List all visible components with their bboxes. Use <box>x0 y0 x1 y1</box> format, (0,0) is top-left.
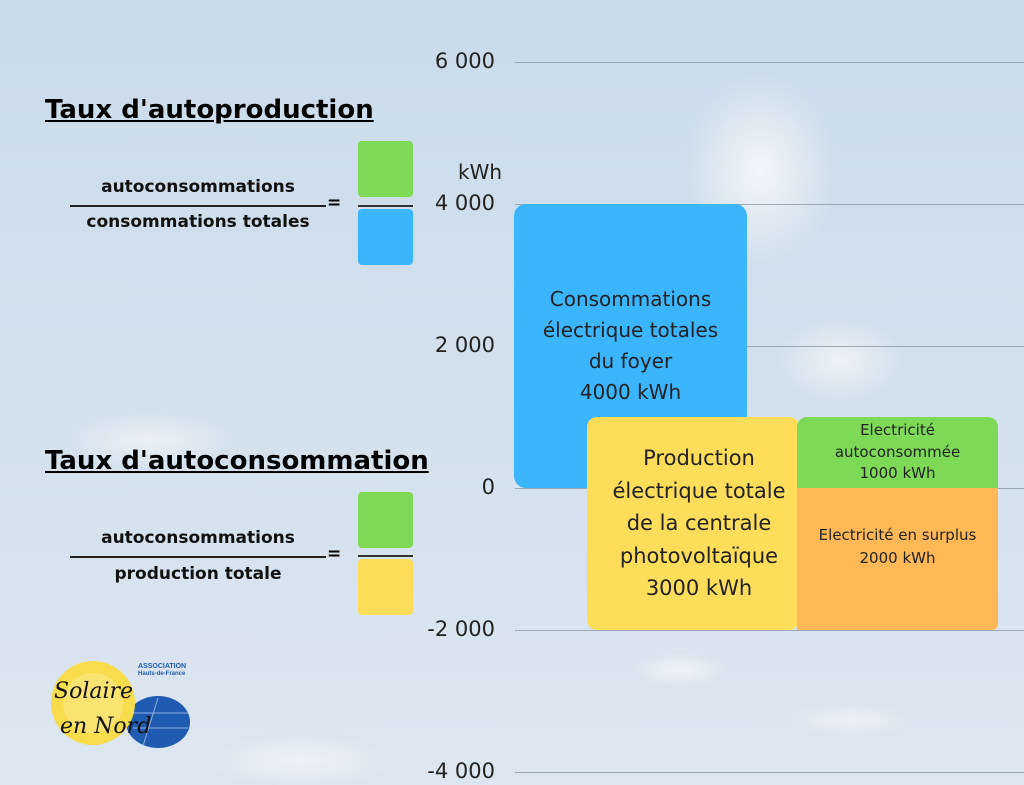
y-tick-label: -4 000 <box>427 759 495 783</box>
bar-label-line: autoconsommée <box>834 442 961 461</box>
bar-label-line: Electricité <box>860 420 935 439</box>
fraction-line <box>70 205 326 207</box>
logo-association: ASSOCIATION <box>138 663 187 670</box>
svg-text:Solaire: Solaire <box>54 679 133 704</box>
self-consumed-swatch <box>358 141 413 197</box>
bar-label-line: Production <box>643 446 755 471</box>
bar-label-line: Electricité en surplus <box>818 526 977 544</box>
gridline <box>515 772 1024 773</box>
logo-region: Hauts-de-France <box>138 671 186 677</box>
autoproduction-numerator: autoconsommations <box>101 177 295 197</box>
autoproduction-denominator: consommations totales <box>86 212 310 232</box>
bar-label-line: de la centrale <box>626 511 772 536</box>
bar-production: Production électrique totale de la central… <box>587 417 799 630</box>
y-tick-label: -2 000 <box>427 617 495 641</box>
bar-label-line: électrique totale <box>612 478 786 503</box>
autoconsommation-numerator: autoconsommations <box>101 528 295 548</box>
logo: Solaire en Nord ASSOCIATION Hauts-de-Fra… <box>48 658 198 753</box>
self-consumed-swatch <box>358 492 413 548</box>
y-tick-label: 6 000 <box>434 49 495 73</box>
consumption-swatch <box>358 209 413 265</box>
production-swatch <box>358 559 413 615</box>
autoconsommation-denominator: production totale <box>114 564 282 584</box>
bar-label-line: électrique totales <box>542 318 719 342</box>
bar-label-line: photovoltaïque <box>619 543 779 568</box>
bar-surplus: Electricité en surplus 2000 kWh <box>797 488 998 630</box>
y-tick-label: 0 <box>481 475 495 499</box>
autoconsommation-title: Taux d'autoconsommation <box>45 446 429 476</box>
gridline <box>515 204 1024 205</box>
y-axis-label: kWh <box>458 160 503 184</box>
gridline <box>515 630 1024 631</box>
autoproduction-title: Taux d'autoproduction <box>45 95 374 125</box>
svg-text:en Nord: en Nord <box>60 714 151 739</box>
bar-label-line: 3000 kWh <box>645 576 753 601</box>
y-tick-label: 4 000 <box>434 191 495 215</box>
gridline <box>515 62 1024 63</box>
bar-label-line: 4000 kWh <box>579 380 682 404</box>
bar-self-consumed: Electricité autoconsommée 1000 kWh <box>797 417 998 488</box>
gridline <box>515 346 1024 347</box>
fraction-line <box>70 556 326 558</box>
logo-graphic: Solaire en Nord <box>51 661 190 748</box>
equals-sign: = <box>327 544 342 564</box>
bar-label-line: 2000 kWh <box>859 549 936 568</box>
bar-label-line: 1000 kWh <box>859 464 936 483</box>
y-tick-label: 2 000 <box>434 333 495 357</box>
equals-sign: = <box>327 193 342 213</box>
bar-label-line: du foyer <box>588 349 673 373</box>
fraction-line <box>358 555 413 557</box>
fraction-line <box>358 205 413 207</box>
bar-label-line: Consommations <box>549 287 712 311</box>
